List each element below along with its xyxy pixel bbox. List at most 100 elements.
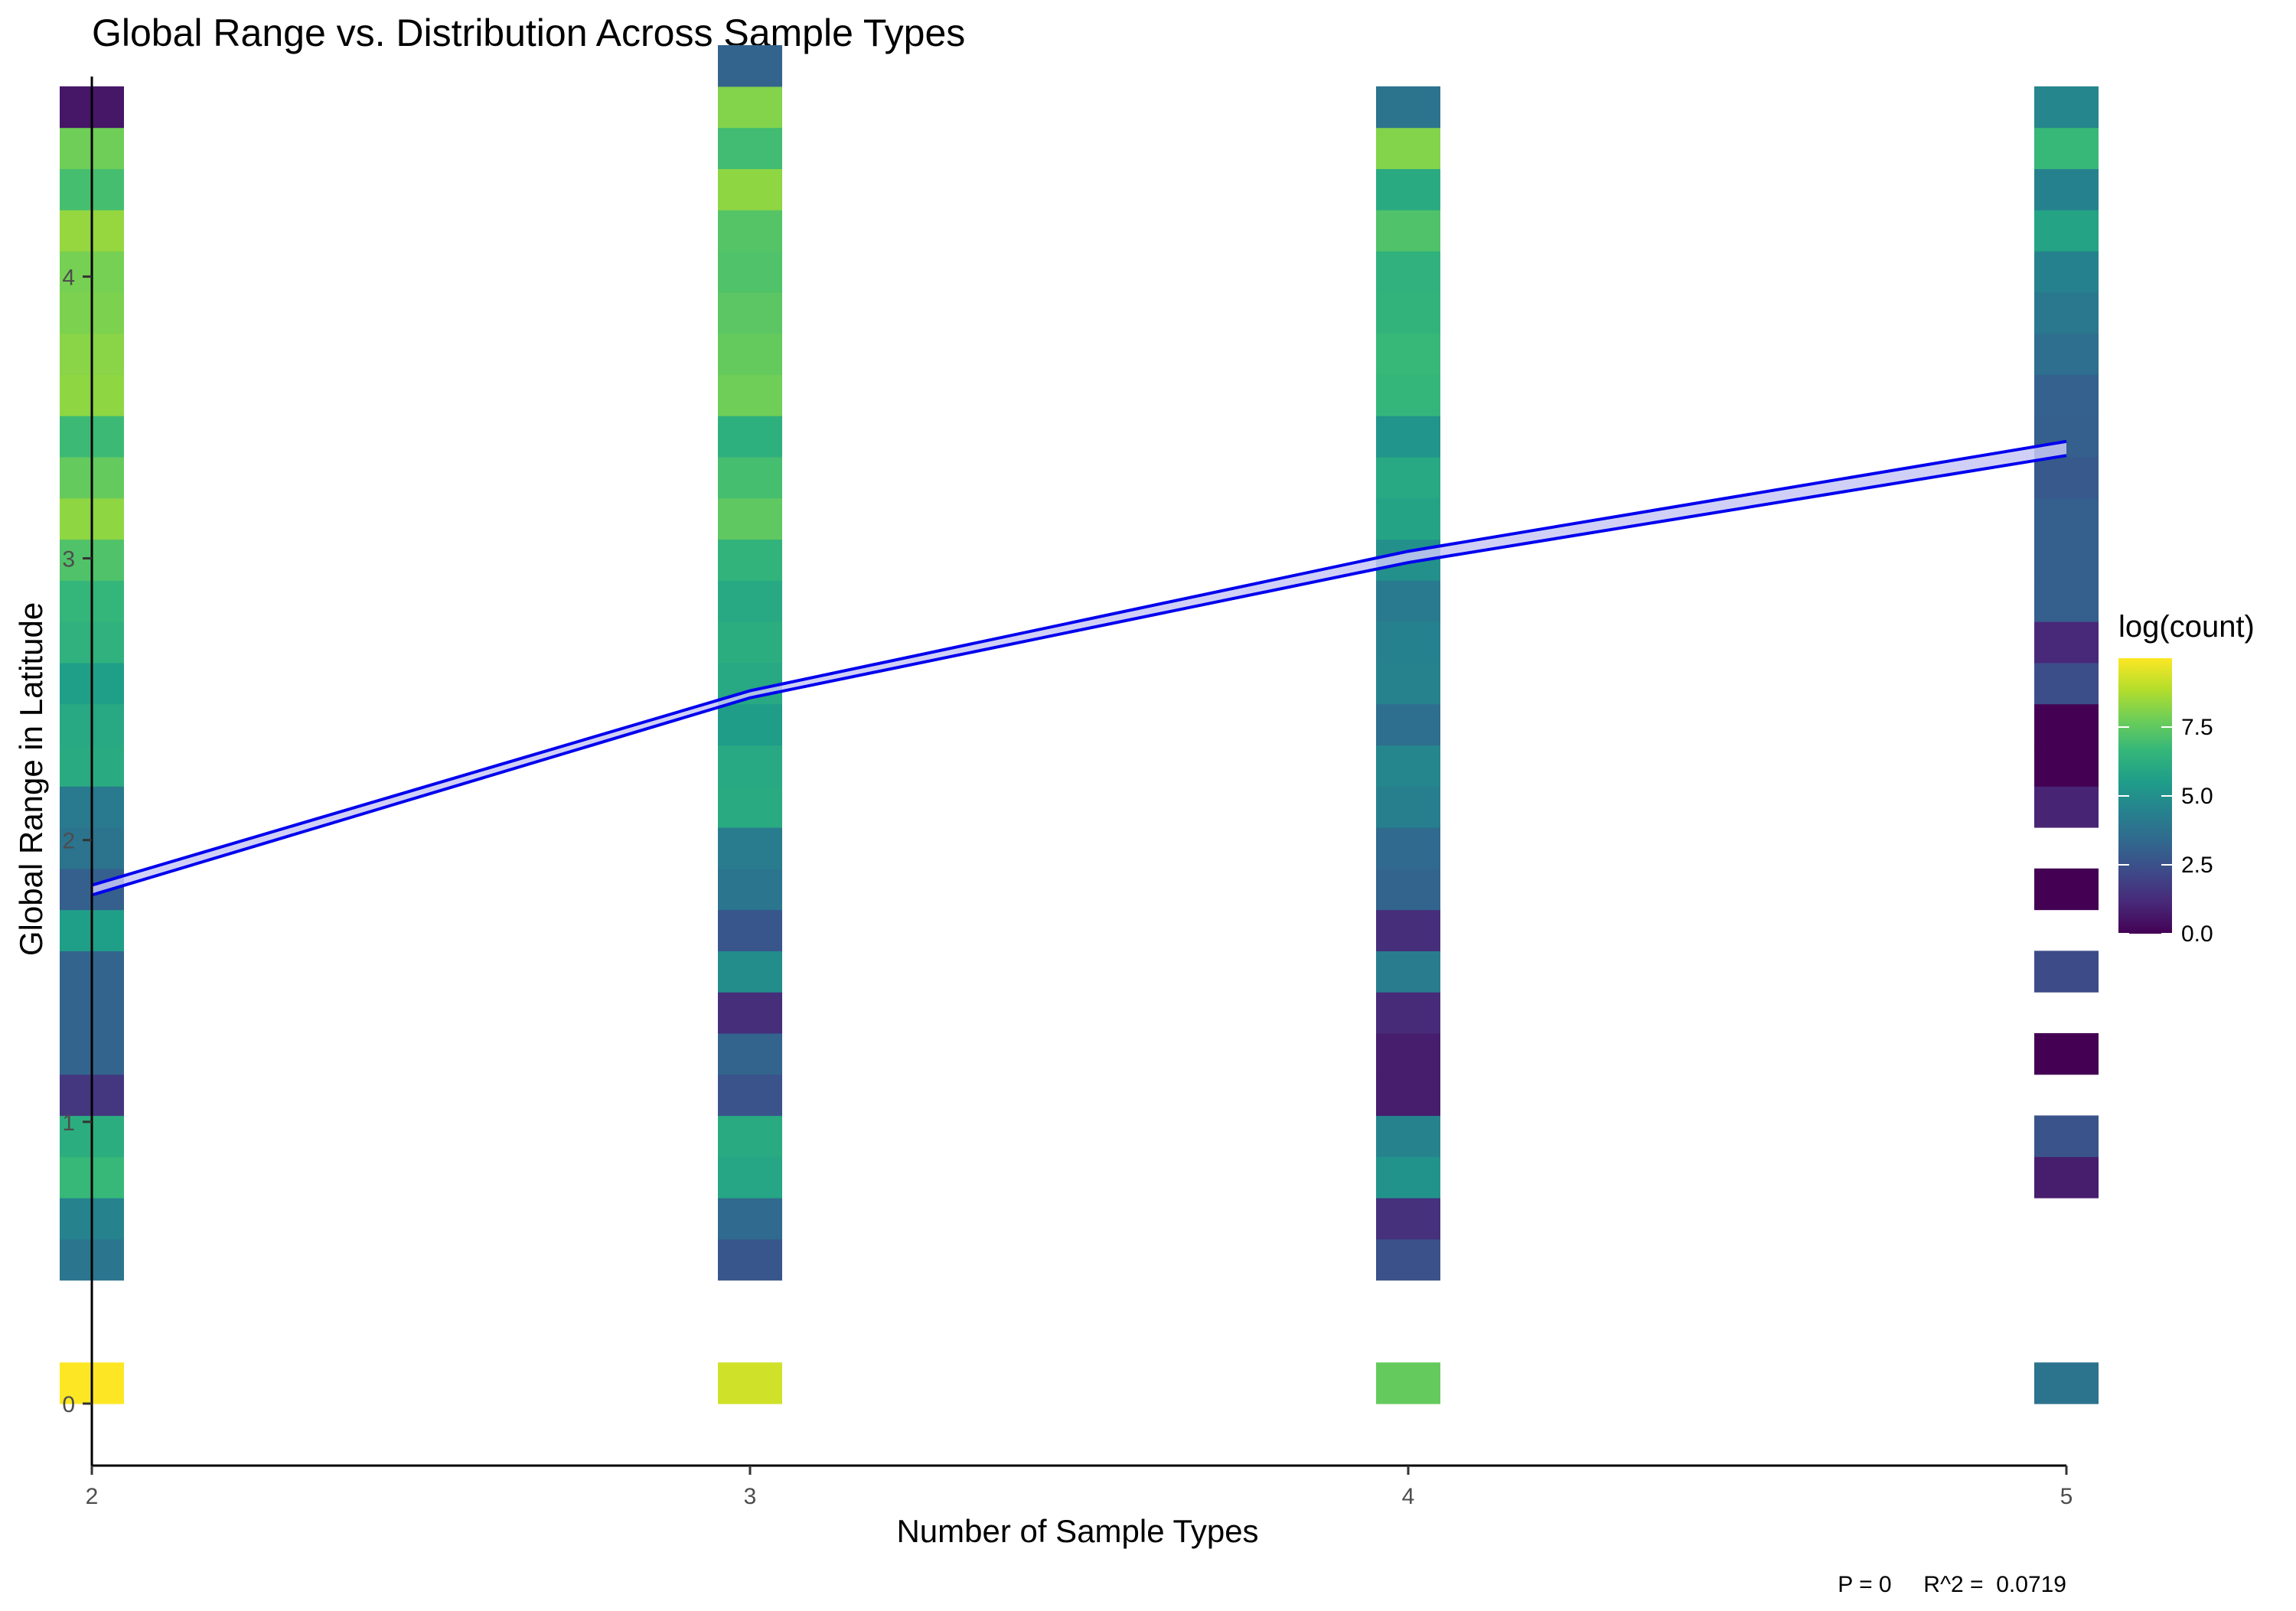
heatmap-cell-x3-3 xyxy=(718,1156,782,1198)
heatmap-cell-x4-0 xyxy=(1376,1362,1440,1404)
heatmap-cell-x4-23 xyxy=(1376,333,1440,375)
heatmap-cell-x4-17 xyxy=(1376,580,1440,622)
y-tick-label-3: 3 xyxy=(62,547,75,572)
heatmap-cell-x3-14 xyxy=(718,703,782,746)
heatmap-cell-x5-0 xyxy=(2034,1362,2099,1404)
heatmap-cell-x4-13 xyxy=(1376,745,1440,787)
heatmap-cell-x3-22 xyxy=(718,374,782,416)
heatmap-cell-x5-4 xyxy=(2034,951,2099,993)
heatmap-cell-x5-5 xyxy=(2034,868,2099,911)
heatmap-cell-x4-2 xyxy=(1376,1198,1440,1240)
heatmap-cell-x5-7 xyxy=(2034,745,2099,787)
heatmap-cell-x5-17 xyxy=(2034,333,2099,375)
heatmap-cell-x5-18 xyxy=(2034,292,2099,334)
heatmap-cell-x5-9 xyxy=(2034,662,2099,705)
y-tick-label-4: 4 xyxy=(62,265,75,290)
heatmap-cell-x3-26 xyxy=(718,210,782,252)
heatmap-cell-x4-25 xyxy=(1376,250,1440,293)
legend-label-2: 5.0 xyxy=(2181,784,2213,809)
heatmap-cell-x5-19 xyxy=(2034,250,2099,293)
heatmap-cell-x5-20 xyxy=(2034,210,2099,252)
heatmap-cell-x3-2 xyxy=(718,1198,782,1240)
heatmap-cell-x4-6 xyxy=(1376,1032,1440,1075)
axes: 2 3 4 5 0 1 2 3 4 xyxy=(62,77,2073,1509)
fit-confidence-ribbon xyxy=(92,441,2066,895)
heatmap-cell-x4-10 xyxy=(1376,868,1440,911)
heatmap-cell-x3-30 xyxy=(718,45,782,87)
heatmap-cell-x4-15 xyxy=(1376,662,1440,705)
heatmap-cell-x4-4 xyxy=(1376,1115,1440,1157)
x-tick-label-5: 5 xyxy=(2060,1484,2073,1509)
heatmap-cell-x3-19 xyxy=(718,497,782,540)
heatmap-cell-x5-13 xyxy=(2034,497,2099,540)
heatmap-cell-x4-21 xyxy=(1376,416,1440,458)
heatmap-cell-x3-12 xyxy=(718,786,782,828)
heatmap-cell-x4-27 xyxy=(1376,168,1440,210)
x-axis-title: Number of Sample Types xyxy=(896,1513,1258,1549)
heatmap-cell-x4-19 xyxy=(1376,497,1440,540)
heatmap-cell-x4-28 xyxy=(1376,127,1440,169)
heatmap-cell-x5-1 xyxy=(2034,1156,2099,1198)
heatmap-cell-x3-8 xyxy=(718,951,782,993)
heatmap-cell-x3-16 xyxy=(718,621,782,664)
heatmap-cell-x3-25 xyxy=(718,250,782,293)
heatmap-cell-x3-18 xyxy=(718,539,782,581)
heatmap-cell-x4-7 xyxy=(1376,992,1440,1034)
heatmap-cell-x4-16 xyxy=(1376,621,1440,664)
heatmap-cell-x3-1 xyxy=(718,1238,782,1281)
color-legend: log(count) 0.0 2.5 5.0 7.5 xyxy=(2118,610,2255,947)
heatmap-cell-x5-21 xyxy=(2034,168,2099,210)
x-tick-label-2: 2 xyxy=(86,1484,99,1509)
heatmap-cell-x4-8 xyxy=(1376,951,1440,993)
legend-label-1: 2.5 xyxy=(2181,853,2213,878)
y-tick-label-2: 2 xyxy=(62,829,75,854)
heatmap-cell-x4-5 xyxy=(1376,1074,1440,1117)
heatmap-cell-x3-24 xyxy=(718,292,782,334)
x-tick-label-3: 3 xyxy=(744,1484,757,1509)
chart-title: Global Range vs. Distribution Across Sam… xyxy=(92,11,965,54)
fit-ci-upper-line xyxy=(91,439,2067,887)
heatmap-cell-x5-14 xyxy=(2034,456,2099,499)
heatmap-cell-x4-20 xyxy=(1376,456,1440,499)
legend-label-0: 0.0 xyxy=(2181,921,2213,947)
y-tick-label-0: 0 xyxy=(62,1392,75,1417)
heatmap-cell-x3-23 xyxy=(718,333,782,375)
heatmap-cell-x5-11 xyxy=(2034,580,2099,622)
fit-ci-lower-line xyxy=(91,454,2067,897)
x-tick-label-4: 4 xyxy=(1402,1484,1415,1509)
fit-stats-annotation: P = 0 R^2 = 0.0719 xyxy=(1838,1572,2066,1597)
heatmap-cell-x3-20 xyxy=(718,456,782,499)
heatmap-cell-x3-6 xyxy=(718,1032,782,1075)
heatmap-cell-x3-7 xyxy=(718,992,782,1034)
heatmap-cell-x4-1 xyxy=(1376,1238,1440,1281)
heatmap-cell-x3-10 xyxy=(718,868,782,911)
heatmap-cell-x5-16 xyxy=(2034,374,2099,416)
legend-title: log(count) xyxy=(2118,610,2255,644)
legend-label-3: 7.5 xyxy=(2181,715,2213,740)
heatmap-cell-x4-12 xyxy=(1376,786,1440,828)
heatmap-cell-x3-11 xyxy=(718,827,782,869)
heatmap-cell-x5-8 xyxy=(2034,703,2099,746)
heatmap-cell-x3-21 xyxy=(718,416,782,458)
heatmap-cell-x5-23 xyxy=(2034,86,2099,129)
heatmap-cell-x4-22 xyxy=(1376,374,1440,416)
heatmap-cell-x3-4 xyxy=(718,1115,782,1157)
heatmap-cell-x4-29 xyxy=(1376,86,1440,129)
heatmap-cell-x3-5 xyxy=(718,1074,782,1117)
heatmap-cell-x4-24 xyxy=(1376,292,1440,334)
heatmap-cell-x3-27 xyxy=(718,168,782,210)
heatmap-cell-x3-17 xyxy=(718,580,782,622)
heatmap-cell-x5-22 xyxy=(2034,127,2099,169)
heatmap-cell-x4-11 xyxy=(1376,827,1440,869)
y-tick-label-1: 1 xyxy=(62,1110,75,1136)
heatmap-cell-x4-14 xyxy=(1376,703,1440,746)
heatmap-cell-x3-0 xyxy=(718,1362,782,1404)
heatmap-cell-x3-28 xyxy=(718,127,782,169)
heatmap-cell-x3-9 xyxy=(718,909,782,951)
heatmap-cell-x4-26 xyxy=(1376,210,1440,252)
heatmap-cell-x4-3 xyxy=(1376,1156,1440,1198)
heatmap-cell-x5-10 xyxy=(2034,621,2099,664)
heatmap-cell-x3-13 xyxy=(718,745,782,787)
heatmap-cell-x4-9 xyxy=(1376,909,1440,951)
